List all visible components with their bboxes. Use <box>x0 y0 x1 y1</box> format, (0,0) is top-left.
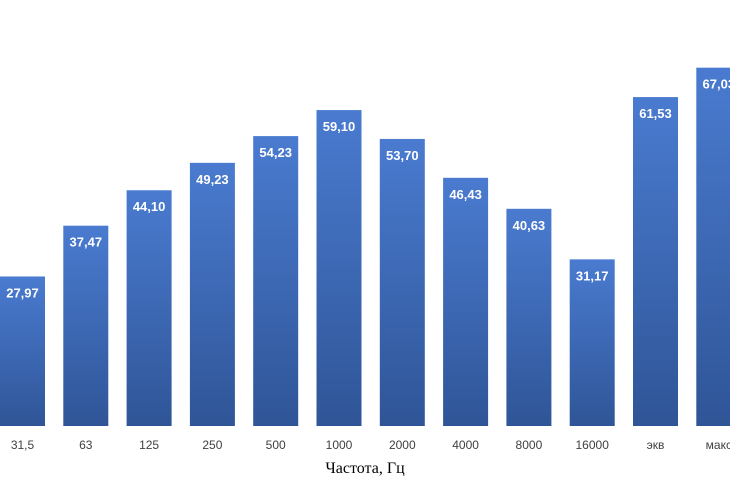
bar-value-label-3: 49,23 <box>196 172 229 187</box>
bar-4 <box>253 136 299 426</box>
bar-5 <box>316 110 362 427</box>
bar-value-label-9: 31,17 <box>576 268 609 283</box>
x-tick-label-5: 1000 <box>326 438 353 452</box>
bar-11 <box>696 67 730 427</box>
bar-7 <box>443 177 489 426</box>
x-tick-label-11: макс <box>706 438 730 452</box>
value-labels-group: 27,97 37,47 44,10 49,23 54,23 59,10 53,70 46,43… <box>6 77 730 301</box>
bar-0 <box>0 276 45 426</box>
bar-3 <box>189 162 235 427</box>
bars-group <box>0 67 730 427</box>
x-tick-label-7: 4000 <box>452 438 479 452</box>
x-tick-label-8: 8000 <box>516 438 543 452</box>
bar-value-label-10: 61,53 <box>639 106 672 121</box>
bar-10 <box>633 97 678 426</box>
bar-2 <box>126 190 172 426</box>
bar-value-label-4: 54,23 <box>259 145 292 160</box>
bar-value-label-5: 59,10 <box>323 119 356 134</box>
bar-1 <box>63 225 109 426</box>
x-tick-label-1: 63 <box>79 438 93 452</box>
x-tick-label-3: 250 <box>202 438 222 452</box>
x-tick-label-6: 2000 <box>389 438 416 452</box>
bar-value-label-0: 27,97 <box>6 285 39 300</box>
x-tick-label-10: экв <box>647 438 665 452</box>
bar-8 <box>506 208 552 426</box>
bar-value-label-7: 46,43 <box>449 187 482 202</box>
bar-value-label-2: 44,10 <box>133 199 166 214</box>
bar-9 <box>569 259 615 426</box>
x-tick-label-4: 500 <box>266 438 286 452</box>
x-tick-label-0: 31,5 <box>11 438 35 452</box>
x-axis-title: Частота, Гц <box>325 460 405 477</box>
bar-value-label-11: 67,03 <box>703 77 730 92</box>
bar-value-label-8: 40,63 <box>513 218 546 233</box>
bar-value-label-1: 37,47 <box>70 235 103 250</box>
x-tick-label-2: 125 <box>139 438 159 452</box>
bar-6 <box>379 138 425 427</box>
bar-value-label-6: 53,70 <box>386 148 419 163</box>
x-tick-labels-group: 31,5 63 125 250 500 1000 2000 4000 8000 16000 экв м… <box>11 438 730 452</box>
x-tick-label-9: 16000 <box>576 438 610 452</box>
